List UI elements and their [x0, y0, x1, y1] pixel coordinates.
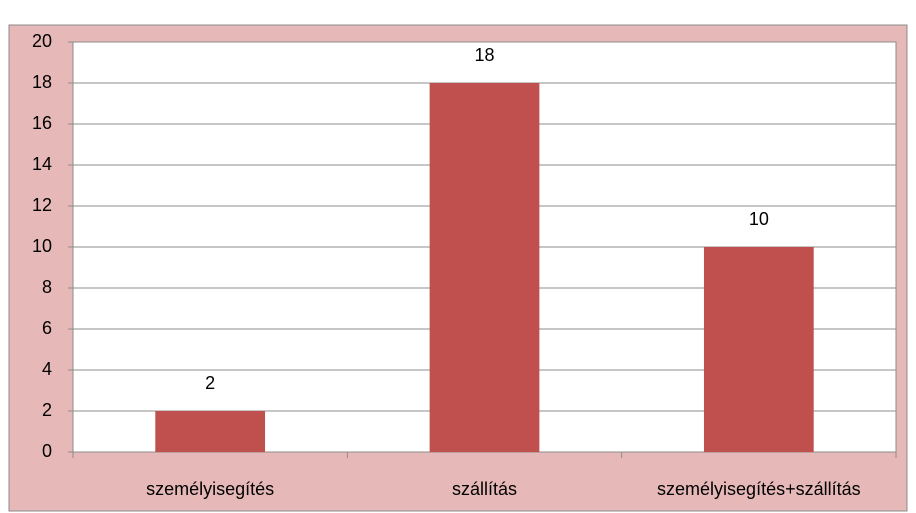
y-tick-label: 4: [42, 359, 52, 379]
bar: [155, 411, 266, 452]
bar: [703, 247, 814, 452]
y-tick-label: 0: [42, 441, 52, 461]
data-label: 18: [474, 45, 494, 65]
data-label: 10: [749, 209, 769, 229]
y-tick-label: 10: [32, 236, 52, 256]
data-label: 2: [205, 373, 215, 393]
y-tick-label: 14: [32, 154, 52, 174]
y-tick-label: 18: [32, 72, 52, 92]
bar: [429, 83, 540, 452]
y-tick-label: 12: [32, 195, 52, 215]
y-tick-label: 16: [32, 113, 52, 133]
y-tick-label: 6: [42, 318, 52, 338]
x-tick-label: személyisegítés: [146, 479, 274, 499]
y-tick-label: 8: [42, 277, 52, 297]
x-tick-label: szállítás: [452, 479, 517, 499]
y-tick-label: 2: [42, 400, 52, 420]
x-tick-label: személyisegítés+szállítás: [657, 479, 861, 499]
y-tick-label: 20: [32, 31, 52, 51]
